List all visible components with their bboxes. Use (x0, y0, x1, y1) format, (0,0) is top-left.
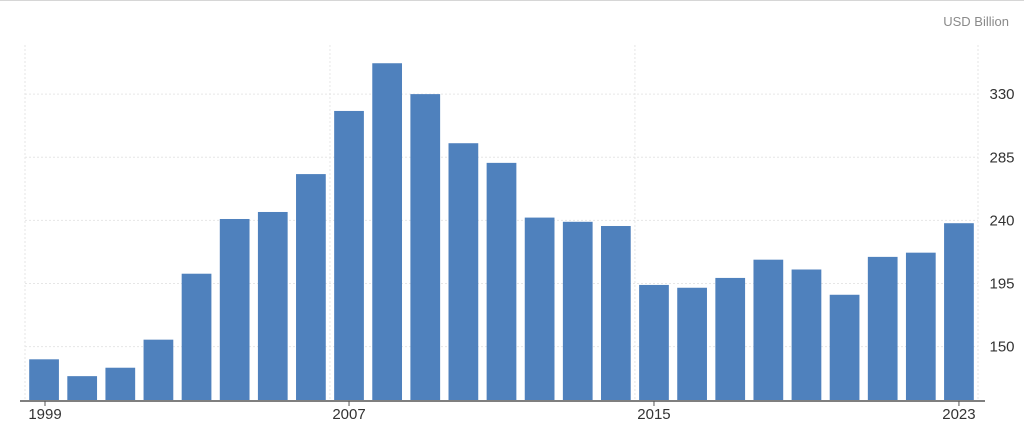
bar (29, 359, 59, 400)
bar (486, 162, 517, 400)
vertical-gridlines (24, 45, 979, 400)
y-tick-label: 330 (989, 86, 1014, 103)
bar (524, 217, 555, 400)
bar (791, 269, 822, 400)
bar (639, 284, 669, 400)
bar (448, 143, 479, 400)
bar (715, 277, 746, 400)
bar (67, 376, 98, 400)
x-tick-label: 2015 (637, 406, 670, 423)
bar (410, 94, 441, 401)
y-tick-label: 240 (989, 212, 1014, 229)
bar (219, 218, 250, 400)
bar (257, 211, 288, 400)
x-tick-label: 2023 (942, 406, 975, 423)
bar (753, 259, 784, 400)
horizontal-gridlines: 150 195 240 285 330 (25, 86, 1015, 356)
bars (29, 63, 974, 401)
bar (296, 174, 326, 400)
bar (600, 226, 631, 400)
bar (829, 294, 860, 400)
bar (143, 339, 174, 400)
bar (562, 221, 593, 400)
bar (944, 223, 974, 400)
bar (334, 110, 364, 401)
unit-label: USD Billion (943, 14, 1009, 29)
bar (677, 287, 707, 400)
y-tick-label: 195 (989, 276, 1014, 293)
bar (372, 63, 403, 400)
x-ticks: 1999 2007 2015 2023 (28, 401, 976, 423)
top-border (0, 0, 1024, 1)
bar (905, 252, 936, 400)
x-tick-label: 2007 (332, 406, 365, 423)
y-tick-label: 150 (989, 339, 1014, 356)
y-tick-label: 285 (989, 149, 1014, 166)
bar (181, 273, 212, 400)
bar (867, 256, 898, 400)
x-tick-label: 1999 (28, 406, 61, 423)
bar (105, 367, 136, 400)
